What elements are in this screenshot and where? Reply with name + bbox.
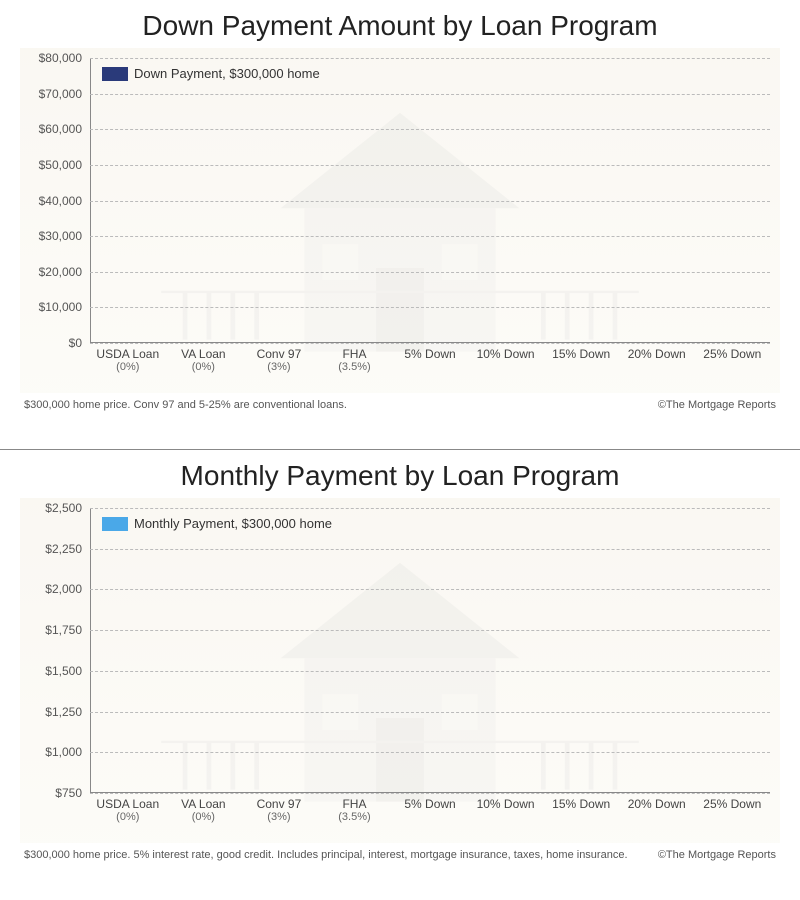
- grid-line: [90, 343, 770, 344]
- grid-line: [90, 671, 770, 672]
- y-tick-label: $60,000: [20, 122, 82, 136]
- y-tick-label: $2,000: [20, 582, 82, 596]
- grid-line: [90, 94, 770, 95]
- grid-line: [90, 165, 770, 166]
- y-tick-label: $0: [20, 336, 82, 350]
- y-tick-label: $1,500: [20, 664, 82, 678]
- legend-label: Down Payment, $300,000 home: [134, 66, 320, 81]
- chart-title: Down Payment Amount by Loan Program: [10, 10, 790, 42]
- y-tick-label: $40,000: [20, 194, 82, 208]
- y-tick-label: $1,250: [20, 705, 82, 719]
- y-tick-label: $80,000: [20, 51, 82, 65]
- monthly-payment-chart-panel: Monthly Payment by Loan Program Monthly …: [0, 450, 800, 900]
- bars-container: USDA Loan(0%)VA Loan(0%)Conv 97(3%)FHA(3…: [90, 508, 770, 793]
- down-payment-chart-panel: Down Payment Amount by Loan Program Down…: [0, 0, 800, 450]
- grid-line: [90, 201, 770, 202]
- x-tick-sublabel: (3.5%): [309, 361, 400, 374]
- grid-line: [90, 549, 770, 550]
- footnote-left: $300,000 home price. Conv 97 and 5-25% a…: [24, 399, 347, 411]
- plot-region: USDA Loan(0%)VA Loan(0%)Conv 97(3%)FHA(3…: [90, 508, 770, 793]
- grid-line: [90, 307, 770, 308]
- legend-swatch: [102, 517, 128, 531]
- chart-plot-area: Down Payment, $300,000 home USDA Loan(0%…: [20, 48, 780, 393]
- grid-line: [90, 630, 770, 631]
- chart-footer: $300,000 home price. Conv 97 and 5-25% a…: [10, 393, 790, 411]
- y-tick-label: $1,750: [20, 623, 82, 637]
- grid-line: [90, 58, 770, 59]
- y-tick-label: $2,250: [20, 542, 82, 556]
- grid-line: [90, 589, 770, 590]
- chart-footer: $300,000 home price. 5% interest rate, g…: [10, 843, 790, 861]
- y-tick-label: $20,000: [20, 265, 82, 279]
- grid-line: [90, 793, 770, 794]
- grid-line: [90, 272, 770, 273]
- legend-swatch: [102, 67, 128, 81]
- x-tick-sublabel: (3.5%): [309, 811, 400, 824]
- y-tick-label: $10,000: [20, 300, 82, 314]
- legend-label: Monthly Payment, $300,000 home: [134, 516, 332, 531]
- grid-line: [90, 712, 770, 713]
- footnote-right: ©The Mortgage Reports: [658, 849, 776, 861]
- plot-region: USDA Loan(0%)VA Loan(0%)Conv 97(3%)FHA(3…: [90, 58, 770, 343]
- legend: Monthly Payment, $300,000 home: [102, 516, 332, 531]
- chart-plot-area: Monthly Payment, $300,000 home USDA Loan…: [20, 498, 780, 843]
- grid-line: [90, 508, 770, 509]
- legend: Down Payment, $300,000 home: [102, 66, 320, 81]
- grid-line: [90, 752, 770, 753]
- footnote-left: $300,000 home price. 5% interest rate, g…: [24, 849, 628, 861]
- y-tick-label: $1,000: [20, 745, 82, 759]
- x-tick-label: 25% Down: [687, 343, 778, 361]
- y-tick-label: $50,000: [20, 158, 82, 172]
- grid-line: [90, 236, 770, 237]
- y-tick-label: $2,500: [20, 501, 82, 515]
- x-tick-label: 25% Down: [687, 793, 778, 811]
- chart-title: Monthly Payment by Loan Program: [10, 460, 790, 492]
- footnote-right: ©The Mortgage Reports: [658, 399, 776, 411]
- y-tick-label: $70,000: [20, 87, 82, 101]
- grid-line: [90, 129, 770, 130]
- y-tick-label: $750: [20, 786, 82, 800]
- y-tick-label: $30,000: [20, 229, 82, 243]
